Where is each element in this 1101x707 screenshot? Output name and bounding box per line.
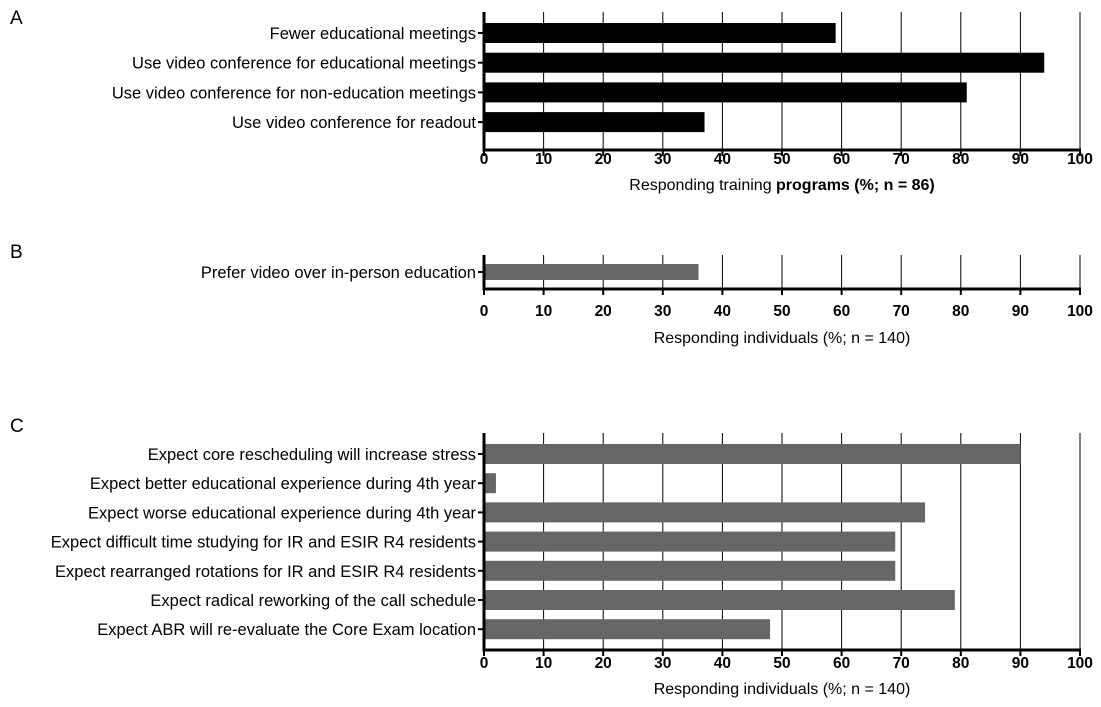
bar: [484, 444, 1021, 464]
bar: [484, 23, 836, 43]
x-tick-label: 0: [480, 303, 489, 320]
x-axis-title-bold: programs (%; n = 86): [776, 177, 935, 194]
category-label: Fewer educational meetings: [270, 25, 476, 43]
x-tick-label: 0: [480, 151, 489, 168]
bar: [484, 531, 896, 552]
category-label: Expect radical reworking of the call sch…: [150, 592, 476, 610]
x-tick-label: 60: [833, 303, 850, 320]
x-tick-label: 50: [773, 303, 790, 320]
chart-panel-b: B Prefer video over in-person education 0 1…: [10, 242, 1093, 347]
x-tick-label: 0: [480, 655, 489, 672]
panel-letter: A: [10, 8, 23, 29]
category-label: Expect worse educational experience duri…: [88, 504, 476, 522]
x-tick-label: 20: [595, 151, 612, 168]
category-label: Prefer video over in-person education: [201, 264, 476, 282]
x-tick-label: 80: [952, 151, 969, 168]
x-tick-label: 70: [893, 303, 910, 320]
category-label: Expect rearranged rotations for IR and E…: [55, 563, 476, 581]
x-tick-label: 60: [833, 151, 850, 168]
bar: [484, 473, 496, 494]
category-label: Expect better educational experience dur…: [90, 475, 477, 493]
category-label: Use video conference for readout: [232, 114, 476, 132]
x-tick-label: 30: [654, 151, 671, 168]
x-tick-label: 20: [595, 303, 612, 320]
category-label: Use video conference for educational mee…: [132, 55, 476, 73]
x-tick-label: 80: [952, 655, 969, 672]
x-tick-label: 10: [535, 655, 552, 672]
x-tick-label: 100: [1067, 151, 1093, 168]
x-tick-label: 40: [714, 151, 731, 168]
category-label: Expect difficult time studying for IR an…: [51, 534, 476, 552]
x-tick-label: 100: [1067, 655, 1093, 672]
x-axis-title-plain: Responding training: [629, 177, 776, 194]
x-tick-label: 40: [714, 303, 731, 320]
x-tick-label: 30: [654, 303, 671, 320]
x-tick-label: 100: [1067, 303, 1093, 320]
chart-panel-c: C Expect core rescheduling will increase …: [10, 416, 1093, 698]
x-tick-label: 40: [714, 655, 731, 672]
x-tick-label: 60: [833, 655, 850, 672]
bar: [484, 619, 771, 640]
x-tick-label: 10: [535, 303, 552, 320]
x-tick-label: 30: [654, 655, 671, 672]
bar: [484, 52, 1045, 73]
x-tick-label: 10: [535, 151, 552, 168]
x-axis-title: Responding individuals (%; n = 140): [654, 681, 911, 698]
category-label: Expect ABR will re-evaluate the Core Exa…: [97, 621, 476, 639]
category-label: Expect core rescheduling will increase s…: [148, 446, 476, 464]
bar: [484, 590, 955, 610]
x-tick-label: 70: [893, 151, 910, 168]
x-tick-label: 50: [773, 655, 790, 672]
x-axis-title: Responding training programs (%; n = 86): [629, 177, 934, 194]
category-label: Use video conference for non-education m…: [112, 84, 476, 102]
x-tick-label: 50: [773, 151, 790, 168]
chart-panel-a: A Fewer educational meetings Use video con…: [10, 8, 1093, 194]
x-tick-label: 70: [893, 655, 910, 672]
bar: [484, 112, 705, 133]
bar: [484, 264, 699, 280]
bar: [484, 502, 926, 523]
x-tick-label: 20: [595, 655, 612, 672]
bar: [484, 560, 896, 581]
panel-letter: B: [10, 242, 23, 263]
x-tick-label: 90: [1012, 655, 1029, 672]
x-tick-label: 80: [952, 303, 969, 320]
x-axis-title: Responding individuals (%; n = 140): [654, 330, 911, 347]
x-tick-label: 90: [1012, 151, 1029, 168]
x-tick-label: 90: [1012, 303, 1029, 320]
panel-letter: C: [10, 416, 24, 437]
bar: [484, 82, 967, 103]
